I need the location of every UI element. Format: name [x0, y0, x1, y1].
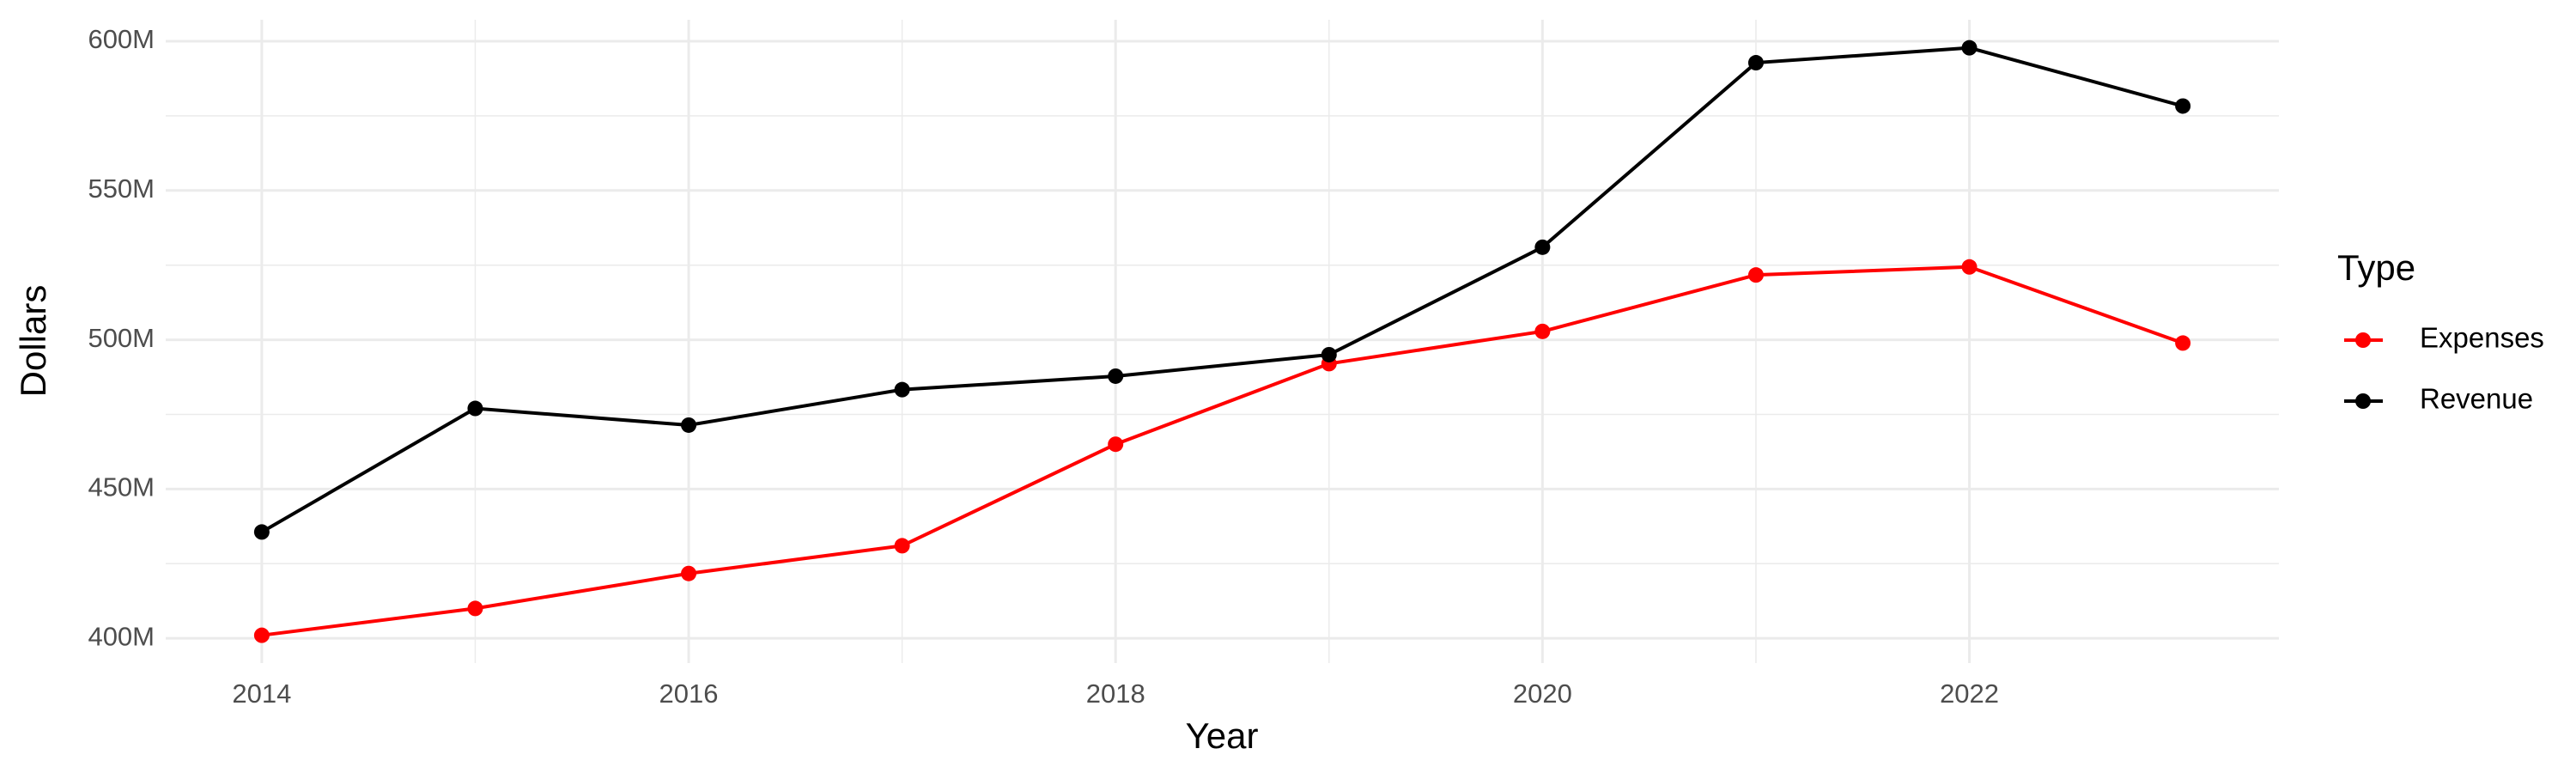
x-tick-label: 2022 — [1940, 679, 1999, 709]
data-point — [681, 417, 697, 433]
series-line — [260, 46, 2184, 534]
y-tick-label: 550M — [88, 173, 155, 204]
data-point — [2175, 335, 2191, 351]
series-line — [261, 265, 2184, 637]
legend-label: Revenue — [2420, 383, 2533, 415]
data-point — [2175, 98, 2191, 114]
y-tick-label: 400M — [88, 621, 155, 651]
y-axis-title: Dollars — [13, 285, 53, 398]
data-point — [1534, 239, 1551, 255]
data-point — [1321, 346, 1337, 362]
data-point — [894, 381, 910, 398]
legend-label: Expenses — [2420, 322, 2544, 354]
x-tick-label: 2014 — [232, 679, 291, 709]
data-point — [894, 538, 910, 554]
y-tick-label: 450M — [88, 472, 155, 502]
y-tick-label: 600M — [88, 24, 155, 54]
data-point — [253, 524, 270, 540]
x-axis-title: Year — [1186, 715, 1259, 756]
x-tick-label: 2020 — [1513, 679, 1572, 709]
data-point — [467, 400, 483, 417]
data-point — [1747, 267, 1764, 283]
data-point — [253, 627, 270, 643]
data-point — [467, 600, 483, 617]
legend-title: Type — [2337, 247, 2415, 288]
legend-key-point — [2355, 332, 2371, 348]
x-tick-label: 2016 — [659, 679, 719, 709]
data-point — [1961, 259, 1978, 275]
data-point — [1961, 40, 1978, 56]
x-tick-label: 2018 — [1086, 679, 1145, 709]
data-point — [681, 565, 697, 581]
data-point — [1747, 55, 1764, 71]
y-tick-label: 500M — [88, 323, 155, 353]
legend-key-point — [2355, 393, 2371, 409]
data-point — [1108, 436, 1124, 453]
data-point — [1534, 323, 1551, 339]
data-point — [1108, 368, 1124, 384]
